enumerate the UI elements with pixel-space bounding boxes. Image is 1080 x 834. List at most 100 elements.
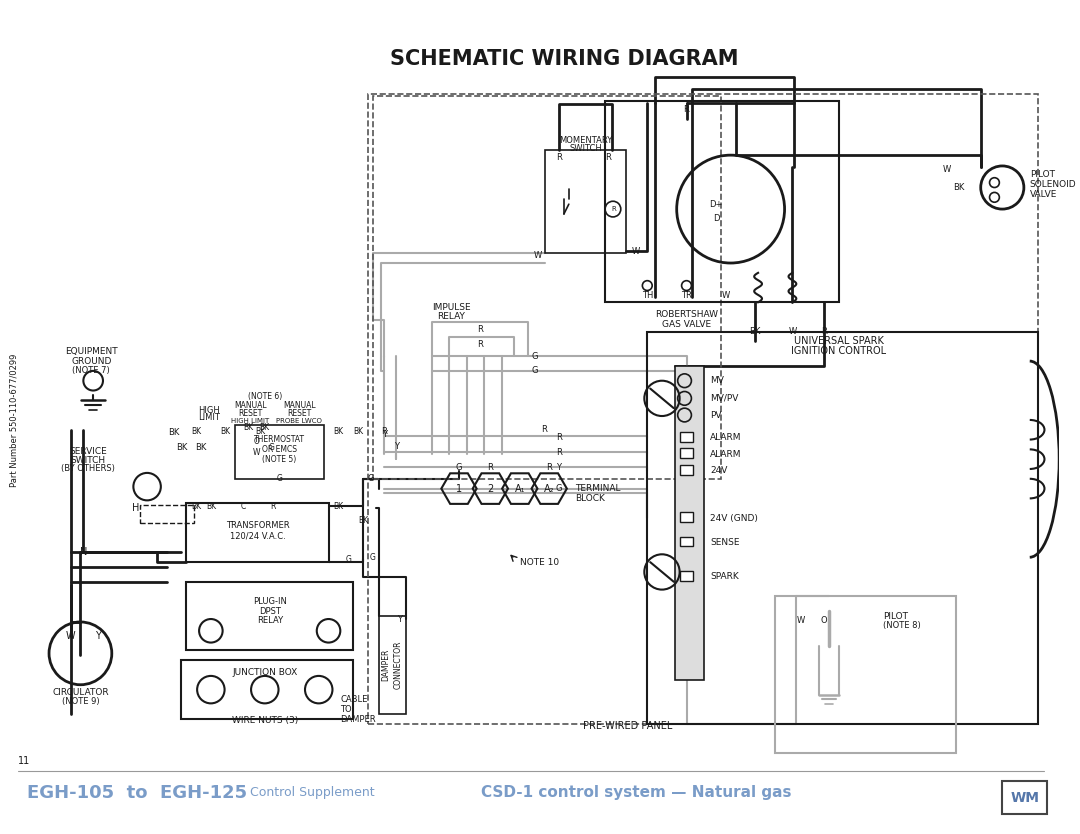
- Text: (NOTE 8): (NOTE 8): [882, 621, 920, 631]
- Text: ALARM: ALARM: [710, 433, 742, 442]
- Text: WM: WM: [1011, 791, 1039, 805]
- Text: 24V: 24V: [710, 466, 728, 475]
- Text: CIRCULATOR: CIRCULATOR: [52, 688, 109, 697]
- Text: ALARM: ALARM: [710, 450, 742, 459]
- Text: G: G: [269, 443, 274, 452]
- Text: O: O: [821, 616, 827, 626]
- Text: DPST: DPST: [259, 606, 281, 615]
- Text: R: R: [477, 340, 484, 349]
- Bar: [679, 432, 693, 441]
- Text: W: W: [797, 616, 806, 626]
- Text: TRANSFORMER: TRANSFORMER: [226, 521, 289, 530]
- Text: (NOTE 5): (NOTE 5): [262, 455, 297, 464]
- Text: R: R: [605, 153, 611, 162]
- Text: R: R: [477, 325, 484, 334]
- Text: W: W: [534, 251, 541, 259]
- Text: THERMOSTAT: THERMOSTAT: [254, 435, 305, 444]
- Text: SERVICE: SERVICE: [69, 447, 107, 456]
- Text: 120/24 V.A.C.: 120/24 V.A.C.: [230, 531, 286, 540]
- Text: R: R: [381, 427, 388, 436]
- Text: SOLENOID: SOLENOID: [1029, 180, 1077, 189]
- Text: G: G: [456, 463, 462, 471]
- Text: MOMENTARY: MOMENTARY: [558, 136, 612, 145]
- Bar: [679, 449, 693, 458]
- Text: GAS VALVE: GAS VALVE: [662, 320, 711, 329]
- Text: R: R: [556, 433, 562, 442]
- Text: BK: BK: [206, 502, 216, 510]
- Text: D: D: [713, 214, 719, 224]
- Text: C: C: [241, 502, 246, 510]
- Text: ROBERTSHAW: ROBERTSHAW: [654, 309, 718, 319]
- Text: W: W: [788, 327, 797, 336]
- Bar: [181, 661, 353, 719]
- Text: 11: 11: [17, 756, 30, 766]
- Text: BK: BK: [954, 183, 964, 192]
- Bar: [774, 596, 956, 753]
- Bar: [647, 332, 1038, 724]
- Text: G: G: [531, 366, 538, 375]
- Text: IGNITION CONTROL: IGNITION CONTROL: [791, 346, 886, 356]
- Bar: [368, 94, 1038, 724]
- Text: W: W: [942, 165, 950, 174]
- Text: Y: Y: [382, 430, 387, 440]
- Text: MV: MV: [710, 376, 724, 385]
- Bar: [675, 366, 704, 680]
- Text: MANUAL: MANUAL: [233, 400, 267, 409]
- Text: CONNECTOR: CONNECTOR: [394, 641, 403, 690]
- Text: R: R: [487, 463, 494, 471]
- Text: D+: D+: [710, 199, 723, 208]
- Bar: [679, 571, 693, 580]
- Text: LIMIT: LIMIT: [198, 414, 220, 423]
- Text: BK: BK: [334, 427, 343, 436]
- Text: HIGH: HIGH: [198, 405, 219, 414]
- Text: Y: Y: [394, 442, 399, 451]
- Text: HIGH LIMIT: HIGH LIMIT: [231, 418, 269, 424]
- Text: RELAY: RELAY: [257, 616, 283, 626]
- Text: VALVE: VALVE: [1029, 190, 1057, 198]
- Text: (NOTE 9): (NOTE 9): [62, 697, 99, 706]
- Bar: [187, 503, 328, 562]
- Text: BK: BK: [191, 502, 201, 510]
- Bar: [1002, 781, 1048, 814]
- Text: G: G: [369, 553, 376, 562]
- Bar: [235, 425, 324, 479]
- Bar: [679, 512, 693, 522]
- Text: EGH-105  to  EGH-125: EGH-105 to EGH-125: [27, 784, 247, 801]
- Text: BK: BK: [255, 427, 265, 436]
- Text: BK: BK: [750, 327, 760, 336]
- Text: TERMINAL: TERMINAL: [575, 484, 620, 493]
- Text: 24V (GND): 24V (GND): [710, 514, 758, 523]
- Text: BK: BK: [334, 502, 343, 510]
- Text: H: H: [132, 503, 139, 513]
- Text: EQUIPMENT: EQUIPMENT: [65, 347, 118, 356]
- Text: BLOCK: BLOCK: [575, 494, 605, 503]
- Text: NOTE 10: NOTE 10: [519, 558, 559, 566]
- Text: RESET: RESET: [287, 409, 311, 418]
- Text: PROBE LWCO: PROBE LWCO: [276, 418, 322, 424]
- Text: A₁: A₁: [514, 484, 525, 494]
- Text: R: R: [556, 153, 562, 162]
- Text: DAMPER: DAMPER: [340, 715, 376, 724]
- Text: UNIVERSAL SPARK: UNIVERSAL SPARK: [794, 336, 883, 346]
- Text: CSD-1 control system — Natural gas: CSD-1 control system — Natural gas: [481, 785, 791, 800]
- Bar: [545, 150, 625, 254]
- Text: PV: PV: [710, 410, 721, 420]
- Text: R: R: [546, 463, 552, 471]
- Text: Part Number 550-110-677/0299: Part Number 550-110-677/0299: [10, 354, 18, 486]
- Text: (BY OTHERS): (BY OTHERS): [62, 465, 116, 474]
- Text: WIRE NUTS (3): WIRE NUTS (3): [232, 716, 298, 725]
- Text: BK: BK: [220, 427, 231, 436]
- Text: G: G: [346, 555, 351, 564]
- Text: PILOT: PILOT: [1029, 170, 1055, 179]
- Text: SPARK: SPARK: [710, 572, 739, 581]
- Text: BK: BK: [357, 516, 368, 525]
- Text: R: R: [556, 448, 562, 457]
- Text: W: W: [66, 631, 76, 641]
- Text: SCHEMATIC WIRING DIAGRAM: SCHEMATIC WIRING DIAGRAM: [390, 49, 738, 69]
- Text: BK: BK: [243, 424, 253, 432]
- Text: OR EMCS: OR EMCS: [262, 445, 297, 454]
- Text: PRE-WIRED PANEL: PRE-WIRED PANEL: [583, 721, 673, 731]
- Bar: [679, 536, 693, 546]
- Bar: [605, 101, 838, 302]
- Text: RESET: RESET: [238, 409, 262, 418]
